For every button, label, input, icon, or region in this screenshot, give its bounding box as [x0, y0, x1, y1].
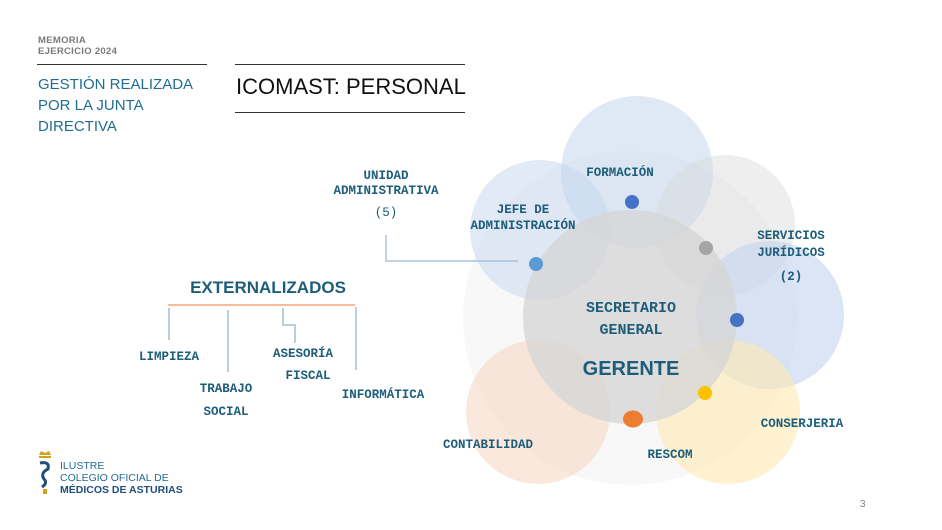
servicios-label: SERVICIOS	[757, 229, 825, 243]
asesoria-label: ASESORÍA	[272, 347, 334, 361]
dot	[529, 257, 543, 271]
trabajo-label: TRABAJO	[199, 382, 253, 396]
informatica-label: INFORMÁTICA	[341, 388, 425, 402]
externalizados-title: EXTERNALIZADOS	[190, 278, 346, 297]
trabajo-label: SOCIAL	[203, 405, 249, 419]
connector-line	[385, 235, 518, 262]
header-ejercicio: EJERCICIO 2024	[38, 46, 118, 57]
formacion-label: FORMACIÓN	[586, 166, 654, 180]
logo-text: MÉDICOS DE ASTURIAS	[60, 484, 183, 496]
dot	[699, 241, 713, 255]
jefe-label: ADMINISTRACIÓN	[470, 219, 576, 233]
center-circle	[523, 210, 737, 424]
logo-text: ILUSTRE	[60, 460, 105, 472]
divider	[235, 112, 465, 113]
unidad-count: (5)	[374, 206, 398, 220]
limpieza-label: LIMPIEZA	[138, 350, 200, 364]
conserjeria-label: CONSERJERIA	[760, 417, 844, 431]
dot	[625, 195, 639, 209]
servicios-label: JURÍDICOS	[757, 246, 825, 260]
page-number: 3	[860, 499, 866, 510]
dot	[730, 313, 744, 327]
dot	[698, 386, 712, 400]
jefe-label: JEFE DE	[496, 203, 550, 217]
rescom-label: RESCOM	[647, 448, 693, 462]
center-label: SECRETARIO	[585, 300, 677, 317]
gerente-label: GERENTE	[582, 358, 680, 380]
dot	[623, 410, 643, 428]
logo-emblem-icon	[39, 451, 51, 494]
unidad-label: UNIDAD	[363, 169, 409, 183]
divider	[37, 64, 207, 65]
header-memoria: MEMORIA	[38, 35, 87, 46]
asesoria-label: FISCAL	[285, 369, 331, 383]
section-title: GESTIÓN REALIZADA POR LA JUNTA DIRECTIVA	[38, 76, 193, 135]
center-label: GENERAL	[599, 322, 663, 339]
unidad-label: ADMINISTRATIVA	[333, 184, 439, 198]
divider	[235, 64, 465, 65]
servicios-count: (2)	[779, 270, 803, 284]
page-title: ICOMAST: PERSONAL	[236, 74, 466, 99]
logo-text: COLEGIO OFICIAL DE	[60, 472, 169, 484]
contabilidad-label: CONTABILIDAD	[442, 438, 534, 452]
